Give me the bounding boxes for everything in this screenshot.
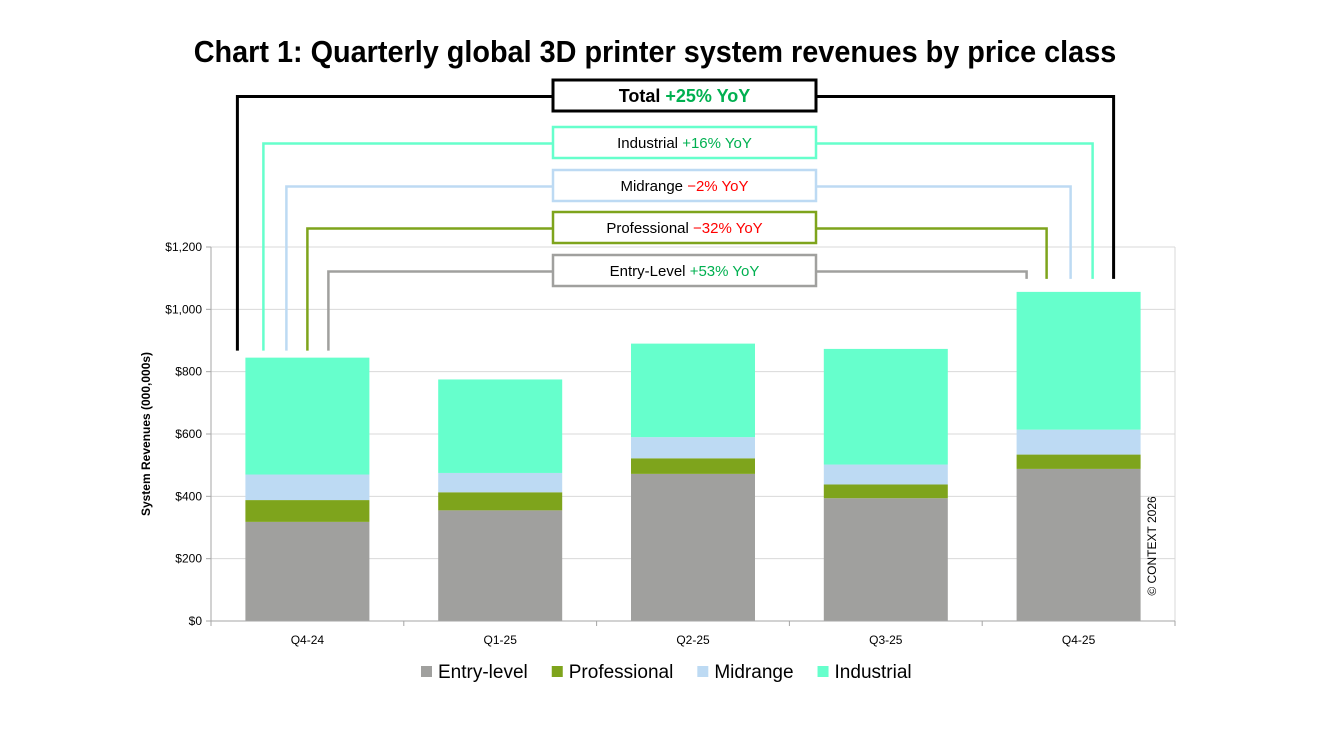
annotation-series-name: Total — [619, 86, 666, 106]
annotation-yoy-change: +25% YoY — [665, 86, 750, 106]
bar-segment — [438, 472, 563, 493]
bars — [245, 291, 1141, 621]
y-tick-label: $0 — [189, 614, 203, 628]
y-tick-label: $400 — [175, 489, 202, 503]
connector-right — [816, 227, 1048, 279]
connector-left — [235, 95, 553, 351]
bar-segment — [823, 484, 948, 499]
bar-segment — [823, 464, 948, 485]
bar-segment — [631, 473, 755, 621]
annotation-label: Entry-Level +53% YoY — [610, 263, 760, 280]
copyright-text: © CONTEXT 2026 — [1145, 496, 1159, 596]
bar-segment — [245, 357, 370, 475]
annotation-yoy-change: −32% YoY — [693, 220, 763, 237]
x-tick-label: Q2-25 — [676, 633, 710, 647]
annotation-box — [551, 210, 818, 245]
connector-right — [816, 95, 1116, 279]
annotation-label: Industrial +16% YoY — [617, 135, 752, 152]
y-tick-label: $1,200 — [165, 240, 202, 254]
annotation-series-name: Professional — [606, 220, 693, 237]
bar-segment — [245, 500, 370, 522]
annotation-label: Professional −32% YoY — [606, 220, 762, 237]
annotation-box — [551, 168, 818, 203]
bar-segment — [245, 521, 370, 621]
annotation-label: Midrange −2% YoY — [620, 178, 748, 195]
bar-segment — [631, 458, 755, 474]
annotation-series-name: Midrange — [620, 178, 687, 195]
y-tick-label: $600 — [175, 427, 202, 441]
annotation-box — [551, 125, 818, 160]
bar-segment — [245, 474, 370, 501]
bar-segment — [1016, 291, 1141, 430]
bar-segment — [631, 437, 755, 459]
connector-left — [262, 142, 553, 351]
annotation-yoy-change: −2% YoY — [687, 178, 748, 195]
annotation-box — [551, 253, 818, 288]
y-axis-label: System Revenues (000,000s) — [139, 352, 153, 516]
connector-right — [816, 185, 1072, 279]
legend-swatch — [817, 666, 829, 677]
legend-label: Professional — [569, 662, 674, 683]
legend-label: Industrial — [835, 662, 912, 683]
bar-segment — [438, 492, 563, 511]
bar-segment — [438, 379, 563, 473]
annotation-connectors — [235, 95, 1116, 351]
annotation-series-name: Entry-Level — [610, 263, 690, 280]
bar-segment — [631, 343, 755, 438]
annotation-series-name: Industrial — [617, 135, 682, 152]
y-tick-label: $200 — [175, 552, 202, 566]
x-tick-label: Q4-24 — [291, 633, 325, 647]
annotation-yoy-change: +53% YoY — [690, 263, 760, 280]
bar-segment — [1016, 468, 1141, 621]
bar-segment — [1016, 429, 1141, 455]
connector-right — [816, 270, 1028, 279]
bar-segment — [823, 348, 948, 465]
y-tick-label: $1,000 — [165, 302, 202, 316]
chart-title: Chart 1: Quarterly global 3D printer sys… — [194, 35, 1117, 69]
legend-label: Midrange — [714, 662, 793, 683]
annotation-boxes: Total +25% YoY Industrial +16% YoY Midrang… — [551, 78, 818, 288]
annotation-label: Total +25% YoY — [619, 86, 751, 106]
x-tick-label: Q3-25 — [869, 633, 903, 647]
legend-label: Entry-level — [438, 662, 528, 683]
legend-swatch — [421, 666, 432, 677]
connector-right — [816, 142, 1094, 279]
y-tick-label: $800 — [175, 365, 202, 379]
legend: Entry-level Professional Midrange Industria… — [421, 662, 912, 683]
connector-left — [327, 270, 553, 351]
bar-segment — [823, 498, 948, 621]
legend-swatch — [697, 666, 709, 677]
legend-swatch — [551, 666, 563, 677]
connector-left — [285, 185, 553, 351]
bar-segment — [438, 510, 563, 621]
annotation-box — [551, 78, 818, 113]
annotation-yoy-change: +16% YoY — [682, 135, 752, 152]
x-tick-label: Q4-25 — [1062, 633, 1096, 647]
connector-left — [306, 227, 553, 351]
bar-segment — [1016, 454, 1141, 469]
x-tick-label: Q1-25 — [484, 633, 518, 647]
axes: $0 $200 $400 $600 $800 $1,000 $1,200 Q4-24 Q1-25… — [165, 240, 1176, 647]
